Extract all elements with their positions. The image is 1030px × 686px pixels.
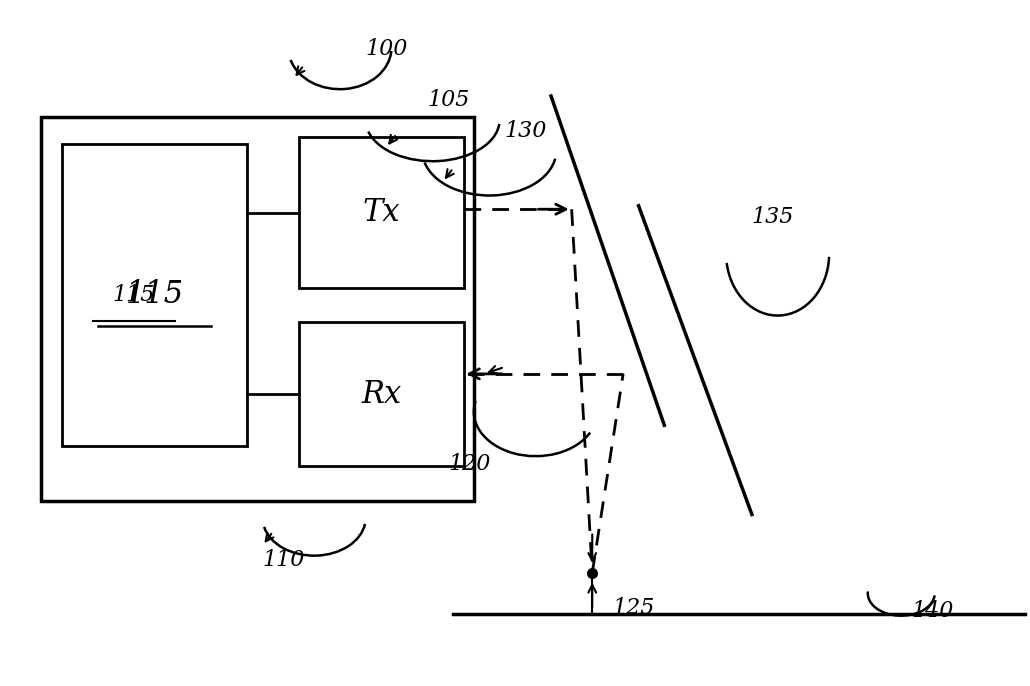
Text: 125: 125 xyxy=(613,597,655,619)
Text: 115: 115 xyxy=(112,284,156,306)
Bar xyxy=(299,137,464,288)
Text: 120: 120 xyxy=(448,453,490,475)
Text: 100: 100 xyxy=(366,38,408,60)
Text: 130: 130 xyxy=(505,120,547,142)
Text: 105: 105 xyxy=(427,89,470,111)
Text: Tx: Tx xyxy=(363,197,400,228)
Bar xyxy=(299,322,464,466)
Bar xyxy=(41,117,474,501)
Bar xyxy=(62,144,247,446)
Text: 115: 115 xyxy=(126,279,183,311)
Text: 110: 110 xyxy=(263,549,305,571)
Text: 135: 135 xyxy=(752,206,794,228)
Text: 140: 140 xyxy=(912,600,954,622)
Text: Rx: Rx xyxy=(360,379,402,410)
